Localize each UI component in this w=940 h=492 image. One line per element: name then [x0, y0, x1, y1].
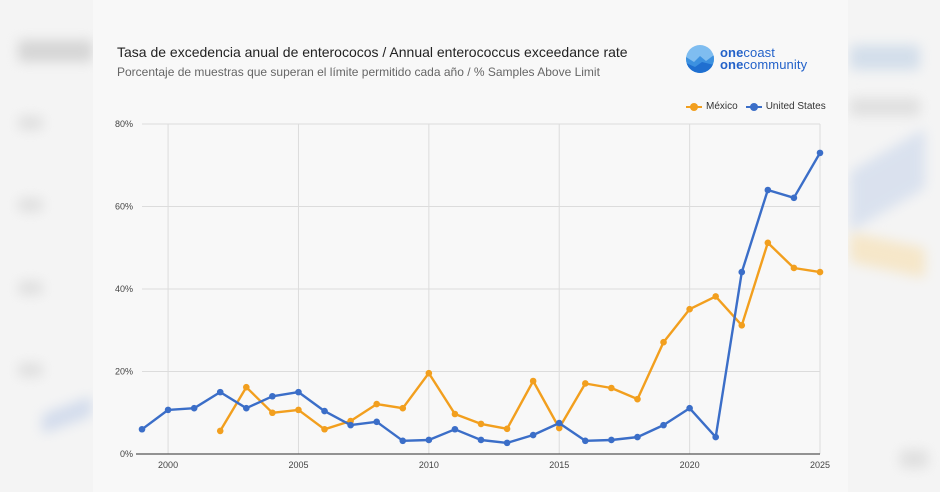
legend-item-united-states[interactable]: United States: [745, 101, 826, 112]
y-tick-label: 20%: [115, 367, 133, 377]
y-tick-label: 0%: [120, 449, 133, 459]
data-point-m-xico: [451, 410, 459, 418]
y-tick-label: 80%: [115, 119, 133, 129]
data-point-united-states: [477, 436, 485, 444]
grid-lines: [142, 123, 821, 454]
axes: 0% 20% 40% 60% 80% 2000 2005 2010 2015 2020 2025: [115, 119, 830, 470]
legend-label-united-states: United States: [765, 101, 826, 112]
data-point-united-states: [321, 407, 328, 415]
data-point-united-states: [816, 149, 824, 157]
data-point-m-xico: [555, 424, 563, 432]
data-point-m-xico: [764, 239, 772, 247]
data-point-united-states: [608, 436, 615, 444]
x-tick-label: 2005: [288, 460, 308, 470]
data-point-m-xico: [216, 427, 224, 435]
data-point-m-xico: [712, 293, 719, 300]
data-point-united-states: [503, 439, 511, 447]
data-point-united-states: [451, 425, 459, 433]
data-point-united-states: [790, 194, 798, 202]
x-tick-label: 2015: [549, 460, 569, 470]
chart-title: Tasa de excedencia anual de enterococos …: [117, 44, 628, 60]
y-tick-label: 40%: [115, 284, 133, 294]
data-point-m-xico: [660, 338, 667, 346]
x-tick-label: 2000: [158, 460, 178, 470]
data-point-united-states: [555, 419, 563, 427]
data-point-m-xico: [399, 404, 407, 412]
chart-card: [93, 0, 848, 492]
data-point-united-states: [295, 388, 302, 396]
data-point-united-states: [660, 421, 667, 429]
data-point-united-states: [425, 436, 433, 444]
data-point-m-xico: [738, 322, 746, 329]
logo-line2-rest: community: [743, 57, 808, 72]
data-point-united-states: [399, 437, 407, 445]
data-point-united-states: [216, 388, 224, 396]
data-point-m-xico: [790, 264, 798, 272]
data-point-m-xico: [503, 425, 511, 433]
one-coast-one-community-logo: onecoast onecommunity: [686, 45, 807, 73]
series-lines: [138, 149, 824, 447]
data-point-united-states: [243, 404, 250, 412]
legend-label-mexico: México: [706, 101, 738, 112]
chart-legend: México United States: [686, 101, 834, 112]
logo-wave-icon: [686, 45, 714, 73]
legend-item-mexico[interactable]: México: [686, 101, 738, 112]
data-point-united-states: [582, 437, 589, 445]
data-point-m-xico: [477, 420, 485, 428]
legend-marker-united-states-icon: [745, 102, 762, 112]
x-tick-label: 2010: [419, 460, 439, 470]
data-point-united-states: [712, 433, 719, 441]
data-point-m-xico: [686, 305, 693, 313]
data-point-m-xico: [373, 400, 380, 408]
data-point-m-xico: [295, 406, 302, 414]
data-point-united-states: [138, 425, 146, 433]
data-point-united-states: [738, 268, 746, 276]
data-point-m-xico: [608, 384, 615, 392]
x-tick-label: 2025: [810, 460, 830, 470]
series-line-m-xico: [219, 241, 821, 432]
data-point-united-states: [634, 433, 641, 441]
logo-line1-bold: one: [720, 45, 744, 60]
data-point-m-xico: [425, 369, 433, 377]
data-point-united-states: [373, 418, 380, 426]
data-point-m-xico: [634, 395, 641, 403]
chart-subtitle: Porcentaje de muestras que superan el lí…: [117, 65, 600, 79]
data-point-m-xico: [816, 268, 824, 276]
data-point-united-states: [529, 431, 537, 439]
data-point-m-xico: [321, 425, 328, 433]
legend-marker-mexico-icon: [686, 102, 702, 112]
data-point-m-xico: [582, 380, 589, 387]
x-tick-label: 2020: [680, 460, 700, 470]
data-point-m-xico: [269, 409, 276, 417]
data-point-m-xico: [529, 377, 537, 385]
logo-line2-bold: one: [720, 57, 744, 72]
y-tick-label: 60%: [115, 202, 133, 212]
data-point-united-states: [269, 392, 276, 400]
logo-line1-rest: coast: [743, 45, 775, 60]
data-point-united-states: [164, 406, 172, 414]
data-point-m-xico: [243, 383, 250, 391]
data-point-united-states: [764, 186, 772, 194]
data-point-united-states: [190, 404, 198, 412]
data-point-united-states: [347, 421, 354, 429]
data-point-united-states: [686, 404, 693, 412]
